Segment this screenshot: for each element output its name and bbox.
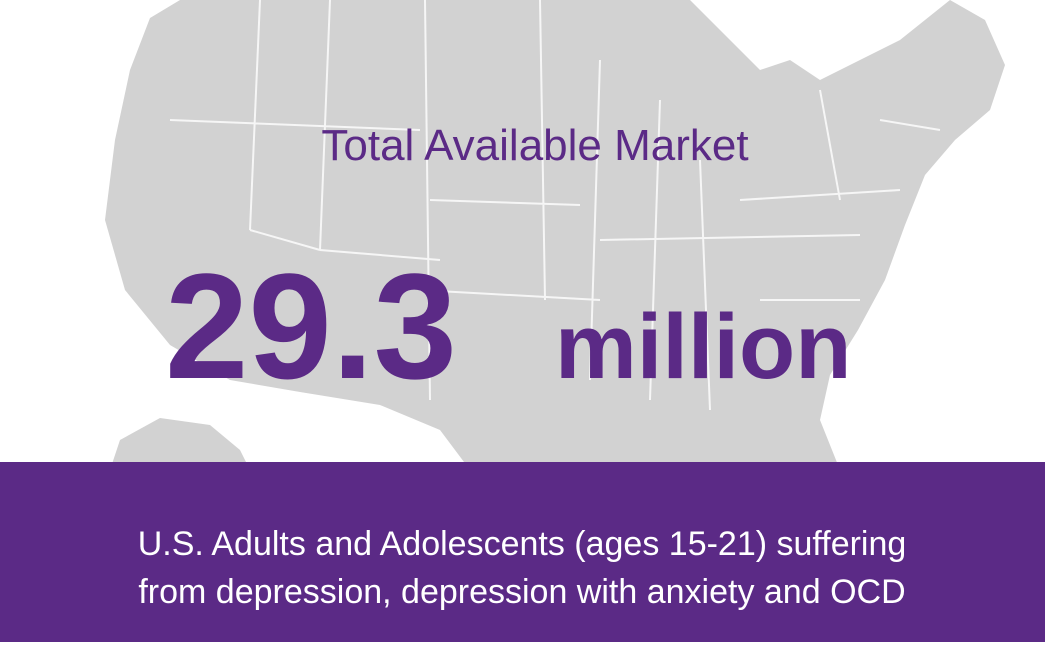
us-map: [105, 0, 1005, 470]
figure-value: 29.3: [165, 242, 457, 410]
state-lines: [169, 0, 941, 411]
map-alaska: [110, 418, 250, 470]
figure-unit: million: [555, 296, 851, 398]
title: Total Available Market: [321, 121, 748, 170]
caption-band: [0, 462, 1045, 642]
caption-line: U.S. Adults and Adolescents (ages 15-21)…: [138, 525, 907, 563]
caption-line: from depression, depression with anxiety…: [138, 573, 905, 611]
map-silhouette: [105, 0, 1005, 470]
